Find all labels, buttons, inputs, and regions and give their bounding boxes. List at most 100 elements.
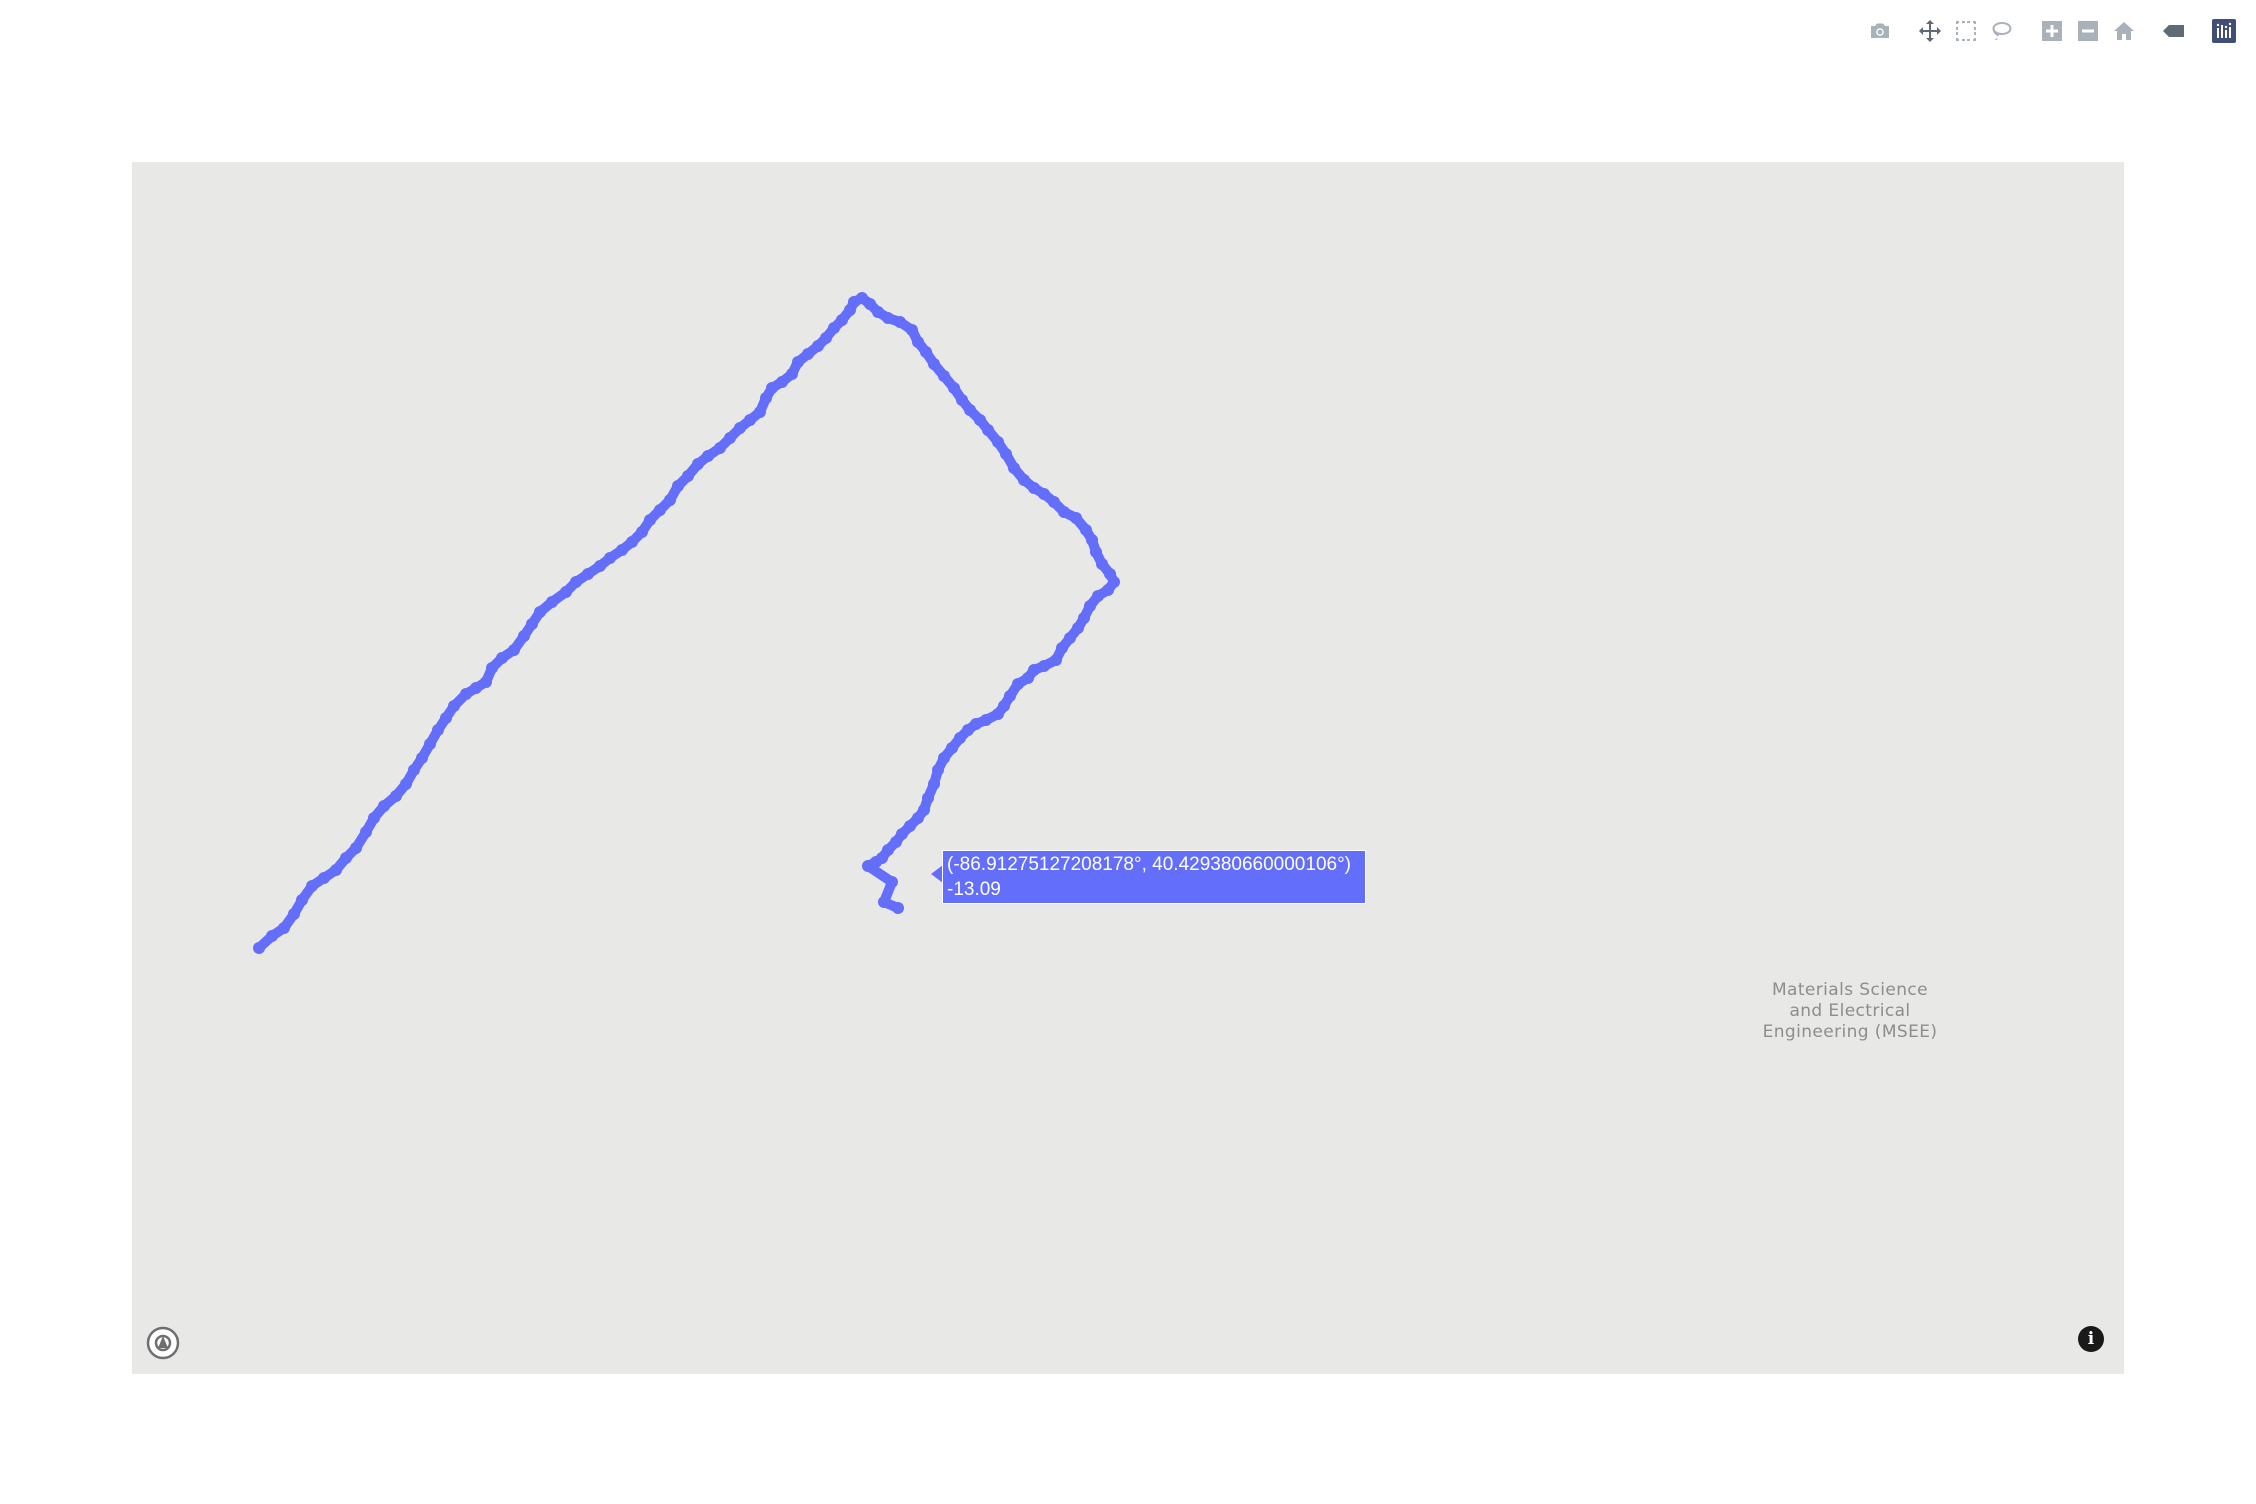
trajectory-point[interactable] (992, 436, 1004, 448)
box-select-button[interactable] (1948, 14, 1984, 48)
trajectory-point[interactable] (776, 376, 788, 388)
trajectory-point[interactable] (786, 368, 798, 380)
trajectory-point[interactable] (692, 458, 704, 470)
trajectory-point[interactable] (1048, 496, 1060, 508)
zoom-in-button[interactable] (2034, 14, 2070, 48)
trajectory-point[interactable] (904, 820, 916, 832)
trajectory-point[interactable] (1018, 474, 1030, 486)
trajectory-point[interactable] (760, 392, 772, 404)
trajectory-point[interactable] (253, 942, 265, 954)
trajectory-point[interactable] (1000, 448, 1012, 460)
trajectory-point[interactable] (1086, 534, 1098, 546)
trajectory-point[interactable] (754, 406, 766, 418)
trajectory-point[interactable] (644, 514, 656, 526)
map-logo-icon[interactable] (146, 1326, 180, 1360)
trajectory-point[interactable] (400, 778, 412, 790)
trajectory-point[interactable] (296, 894, 308, 906)
trajectory-point[interactable] (594, 560, 606, 572)
trajectory-point[interactable] (980, 714, 992, 726)
trajectory-point[interactable] (508, 644, 520, 656)
trajectory-point[interactable] (682, 470, 694, 482)
trajectory-point[interactable] (946, 742, 958, 754)
trajectory-point[interactable] (626, 536, 638, 548)
trajectory-point[interactable] (582, 568, 594, 580)
trajectory-point[interactable] (1008, 462, 1020, 474)
hover-data-button[interactable] (2156, 14, 2192, 48)
info-icon[interactable]: i (2078, 1326, 2104, 1352)
trajectory-point[interactable] (878, 896, 890, 908)
trajectory-point[interactable] (922, 792, 934, 804)
trajectory-point[interactable] (360, 826, 372, 838)
trajectory-point[interactable] (992, 708, 1004, 720)
trajectory-point[interactable] (604, 552, 616, 564)
trajectory-point[interactable] (636, 526, 648, 538)
trajectory-point[interactable] (932, 764, 944, 776)
trajectory-point[interactable] (1028, 482, 1040, 494)
trajectory-point[interactable] (702, 450, 714, 462)
trajectory-point[interactable] (912, 812, 924, 824)
mapbox-map[interactable]: Materials Science and Electrical Enginee… (132, 162, 2124, 1374)
trajectory-point[interactable] (974, 414, 986, 426)
trajectory-point[interactable] (1072, 622, 1084, 634)
trajectory-point[interactable] (278, 922, 290, 934)
trajectory-point[interactable] (802, 348, 814, 360)
trajectory-point[interactable] (948, 382, 960, 394)
download-plot-button[interactable] (1862, 14, 1898, 48)
trajectory-point[interactable] (982, 424, 994, 436)
trajectory-point[interactable] (812, 340, 824, 352)
trajectory-point[interactable] (288, 908, 300, 920)
trajectory-point[interactable] (350, 842, 362, 854)
trajectory-point[interactable] (714, 442, 726, 454)
trajectory-point[interactable] (862, 860, 874, 872)
trajectory-point[interactable] (956, 394, 968, 406)
trajectory-point[interactable] (1064, 632, 1076, 644)
trajectory-point[interactable] (518, 630, 530, 642)
trajectory-point[interactable] (486, 662, 498, 674)
trajectory-point[interactable] (1038, 660, 1050, 672)
trajectory-point[interactable] (864, 298, 876, 310)
trajectory-point[interactable] (892, 902, 904, 914)
trajectory-point[interactable] (724, 432, 736, 444)
trajectory-point[interactable] (318, 872, 330, 884)
trajectory-point[interactable] (1092, 590, 1104, 602)
trajectory-point[interactable] (654, 504, 666, 516)
trajectory-point[interactable] (1096, 558, 1108, 570)
trajectory-point[interactable] (1012, 678, 1024, 690)
trajectory-point[interactable] (820, 332, 832, 344)
trajectory-point[interactable] (378, 800, 390, 812)
trajectory-point[interactable] (744, 414, 756, 426)
trajectory-point[interactable] (912, 336, 924, 348)
trajectory-point[interactable] (1078, 612, 1090, 624)
reset-view-button[interactable] (2106, 14, 2142, 48)
trajectory-point[interactable] (534, 606, 546, 618)
trajectory-point[interactable] (496, 652, 508, 664)
trajectory-point[interactable] (560, 586, 572, 598)
trajectory-point[interactable] (368, 812, 380, 824)
trajectory-point[interactable] (570, 576, 582, 588)
trajectory-point[interactable] (1038, 488, 1050, 500)
trajectory-point[interactable] (480, 676, 492, 688)
trajectory-point[interactable] (792, 356, 804, 368)
trajectory-point[interactable] (340, 852, 352, 864)
trajectory-point[interactable] (1004, 690, 1016, 702)
trajectory-point[interactable] (1058, 506, 1070, 518)
trajectory-point[interactable] (828, 322, 840, 334)
pan-button[interactable] (1912, 14, 1948, 48)
trajectory-point[interactable] (330, 864, 342, 876)
trajectory-point[interactable] (1090, 546, 1102, 558)
trajectory-point[interactable] (886, 876, 898, 888)
trajectory-point[interactable] (306, 880, 318, 892)
trajectory-point[interactable] (526, 618, 538, 630)
trajectory-point[interactable] (1070, 512, 1082, 524)
trajectory-point[interactable] (964, 404, 976, 416)
trajectory-point[interactable] (460, 688, 472, 700)
trajectory-point[interactable] (432, 724, 444, 736)
trajectory-point[interactable] (872, 306, 884, 318)
trajectory-point[interactable] (448, 700, 460, 712)
trajectory-point[interactable] (1056, 642, 1068, 654)
trajectory-point[interactable] (928, 358, 940, 370)
plotly-logo-button[interactable] (2206, 14, 2242, 48)
lasso-select-button[interactable] (1984, 14, 2020, 48)
trajectory-point[interactable] (1050, 654, 1062, 666)
trajectory-point[interactable] (938, 370, 950, 382)
